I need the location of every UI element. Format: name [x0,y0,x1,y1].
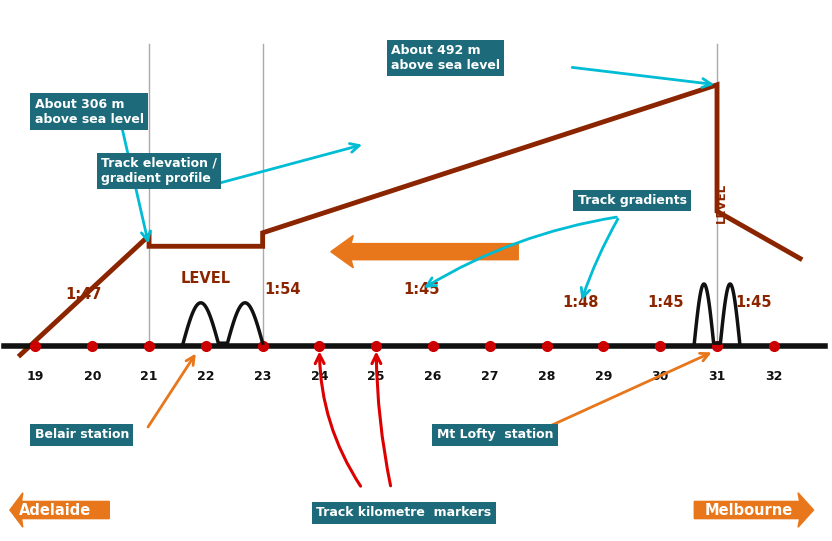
FancyArrow shape [10,493,109,527]
Text: Direction  of  travel: Direction of travel [353,244,513,259]
FancyArrow shape [694,493,814,527]
Text: Track elevation /
gradient profile: Track elevation / gradient profile [101,157,217,185]
Text: 22: 22 [197,370,215,383]
Text: 23: 23 [254,370,271,383]
Text: LEVEL: LEVEL [181,271,231,286]
FancyArrow shape [331,235,518,268]
Text: 28: 28 [538,370,555,383]
Text: 1:45: 1:45 [735,295,772,311]
Text: 19: 19 [27,370,44,383]
Text: 30: 30 [651,370,669,383]
Text: Track kilometre  markers: Track kilometre markers [316,506,492,519]
Text: LEVEL: LEVEL [715,183,728,223]
Text: 24: 24 [310,370,328,383]
Text: 20: 20 [83,370,101,383]
Text: 1:47: 1:47 [66,287,102,302]
Text: 29: 29 [595,370,612,383]
Text: 1:45: 1:45 [404,282,440,297]
Text: 27: 27 [481,370,498,383]
Text: About 492 m
above sea level: About 492 m above sea level [391,44,500,72]
Text: Track gradients: Track gradients [577,194,686,207]
Text: 31: 31 [708,370,726,383]
Text: 1:54: 1:54 [265,282,301,297]
Text: About 306 m
above sea level: About 306 m above sea level [35,98,144,126]
Text: Melbourne: Melbourne [704,503,792,518]
Text: Mt Lofty  station: Mt Lofty station [437,428,553,441]
Text: 1:45: 1:45 [647,295,684,311]
Text: Adelaide: Adelaide [19,503,92,518]
Text: 32: 32 [765,370,783,383]
Text: Belair station: Belair station [35,428,129,441]
Text: 26: 26 [424,370,442,383]
Text: 1:48: 1:48 [562,295,599,311]
Text: 21: 21 [141,370,158,383]
Text: 25: 25 [368,370,385,383]
